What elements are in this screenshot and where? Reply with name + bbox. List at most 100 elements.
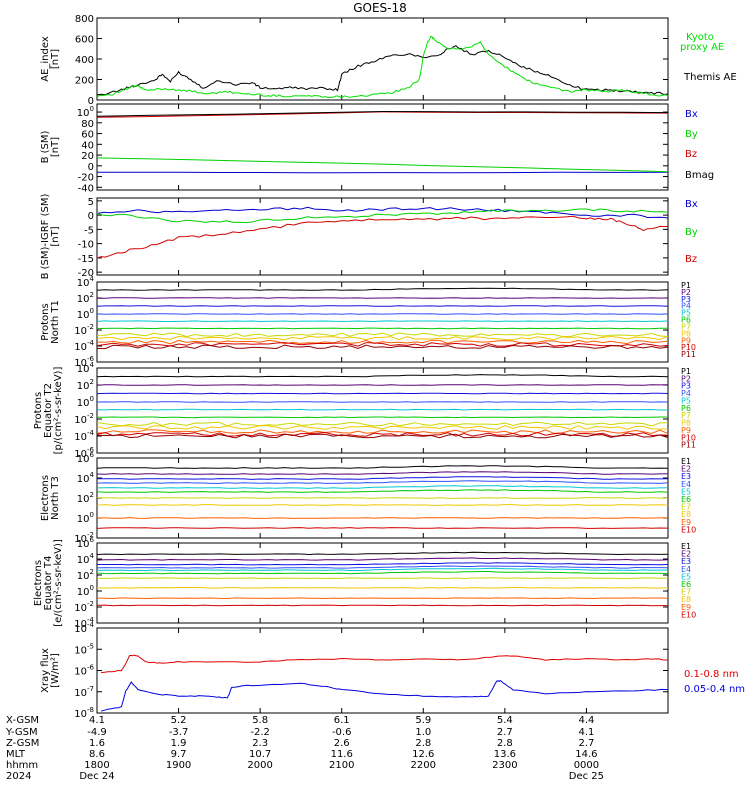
legend-label: proxy AE	[680, 42, 724, 53]
legend-label: Bx	[685, 109, 698, 120]
series-line-e2	[96, 557, 669, 561]
y-tick-label: 100	[77, 584, 94, 598]
y-axis-label: Protons	[40, 303, 51, 340]
x-axis-cell: 11.6	[331, 749, 353, 760]
legend-label-p3: P3	[681, 382, 691, 391]
series-line-e9	[97, 517, 669, 519]
series-line-e4	[96, 565, 669, 569]
y-tick-label: 10-4	[74, 621, 94, 635]
series-line-bmag	[96, 110, 669, 117]
x-axis-cell: 2.7	[497, 727, 513, 738]
y-axis-label: [p/(cm²-s-sr-keV)]	[53, 367, 64, 455]
y-axis-label: North T3	[50, 476, 61, 520]
x-axis-cell: 1900	[166, 760, 191, 771]
legend-label-p9: P9	[681, 426, 691, 435]
legend-label-p11: P11	[681, 350, 696, 359]
series-line-p11	[96, 344, 669, 350]
legend-label: Bz	[685, 149, 697, 160]
series-line-p4	[96, 401, 669, 403]
x-axis-cell: 14.6	[575, 749, 597, 760]
y-axis-label: [nT]	[50, 49, 61, 69]
x-axis-cell: Dec 25	[569, 771, 604, 782]
y-tick-label: 102	[77, 568, 94, 582]
x-axis-cell: 6.1	[334, 715, 350, 726]
legend-label: Bx	[685, 199, 698, 210]
series-line-p6	[97, 416, 668, 419]
x-axis-cell: -2.2	[250, 727, 270, 738]
y-axis-label: [e/(cm²-s-sr-keV)]	[53, 539, 64, 627]
series-line-e6	[96, 571, 669, 575]
y-tick-label: 5	[88, 197, 94, 208]
series-line-themis-ae	[96, 45, 669, 96]
legend-label-e1: E1	[681, 457, 691, 466]
x-axis-cell: 4.1	[578, 727, 594, 738]
series-line-e4	[96, 480, 669, 484]
y-tick-label: 100	[77, 395, 94, 409]
legend-label-p3: P3	[681, 295, 691, 304]
y-tick-label: -5	[84, 225, 94, 236]
series-line-e3	[97, 476, 669, 480]
series-line-p11	[96, 433, 669, 439]
legend-label: By	[685, 129, 698, 140]
series-line-p7	[96, 332, 669, 338]
legend-label: 0.05-0.4 nm	[684, 684, 745, 695]
y-tick-label: -20	[78, 173, 94, 184]
series-line-kyoto-proxy-ae	[96, 35, 669, 99]
legend-label-e9: E9	[681, 603, 691, 612]
x-axis-row-label: Y-GSM	[5, 727, 38, 738]
series-line-by	[96, 208, 669, 224]
legend-label-e3: E3	[681, 557, 691, 566]
panel-digrf: -20 -15 -10 -5 0 5 B (SM)-IGRF (SM) [nT] Bx By Bz	[40, 194, 698, 280]
series-line-e8	[96, 586, 669, 589]
x-axis-table: X-GSMY-GSMZ-GSMMLThhmm20244.1-4.91.68.61…	[5, 715, 604, 782]
series-line-e5	[96, 567, 669, 572]
panel-frame	[96, 103, 669, 191]
legend-label: Kyoto	[686, 32, 714, 43]
x-axis-row-label: hhmm	[6, 760, 38, 771]
y-axis-label: North T1	[50, 300, 61, 344]
y-tick-label: 800	[75, 14, 94, 25]
y-tick-label: 40	[81, 140, 94, 151]
x-axis-cell: 2300	[492, 760, 517, 771]
y-axis-label: AE_index	[40, 36, 51, 82]
legend-label-e5: E5	[681, 572, 691, 581]
x-axis-row-label: MLT	[6, 749, 26, 760]
y-tick-label: 10-2	[74, 600, 94, 614]
y-axis-label: Equator T4	[43, 556, 54, 611]
legend-label-e2: E2	[681, 465, 691, 474]
x-axis-cell: -0.6	[332, 727, 352, 738]
series-line-p7	[96, 421, 669, 427]
series-line-e9	[96, 597, 669, 600]
y-tick-label: 10-7	[74, 685, 94, 699]
y-axis-label: B (SM)	[40, 130, 51, 163]
x-axis-cell: 2.6	[334, 738, 350, 749]
y-tick-label: 10-4	[74, 339, 94, 353]
panel-frame	[96, 542, 669, 624]
series-line-bx	[96, 171, 669, 174]
y-tick-label: 104	[77, 275, 95, 289]
x-axis-cell: 1.9	[171, 738, 187, 749]
legend-label-e8: E8	[681, 510, 691, 519]
y-axis-label: Xray flux	[40, 648, 51, 693]
x-axis-cell: 5.2	[171, 715, 187, 726]
legend-label: Themis AE	[683, 72, 737, 83]
legend-label-e5: E5	[681, 487, 691, 496]
series-line-e8	[96, 504, 669, 506]
y-tick-label: 0	[88, 162, 94, 173]
x-axis-cell: 5.4	[497, 715, 513, 726]
legend-label-p10: P10	[681, 433, 696, 442]
legend-label-e1: E1	[681, 542, 691, 551]
y-tick-label: 80	[81, 119, 94, 130]
legend-label-e10: E10	[681, 610, 696, 619]
series-line-bz	[96, 215, 668, 259]
legend-label-p1: P1	[681, 367, 691, 376]
legend-label: 0.1-0.8 nm	[684, 669, 739, 680]
series-line-p2	[96, 297, 669, 299]
y-tick-label: 10-4	[74, 429, 94, 443]
y-tick-label: -15	[78, 254, 94, 265]
series-line-e5	[96, 485, 669, 489]
